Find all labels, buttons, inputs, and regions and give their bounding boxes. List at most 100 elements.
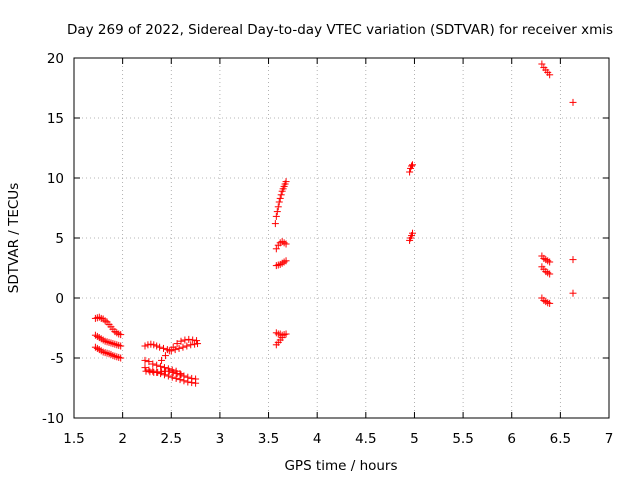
data-point [101,349,109,357]
data-point [111,340,119,348]
data-point [185,335,193,343]
data-point [194,340,202,348]
data-point [141,342,149,350]
data-point [282,240,290,248]
series-track-17 [538,252,554,266]
x-tick-label: 6 [507,431,516,447]
data-point [282,330,290,338]
x-tick-label: 5 [410,431,419,447]
data-point [172,374,180,382]
data-point [192,379,200,387]
data-point [117,342,125,350]
data-point [177,371,185,379]
y-tick-label: -5 [51,351,64,367]
data-point [546,270,554,278]
data-point [157,370,165,378]
x-tick-label: 3.5 [258,431,279,447]
data-point [191,340,199,348]
data-point [180,377,188,385]
data-point [408,162,416,170]
data-point [168,373,176,381]
data-point [406,168,414,176]
data-point [156,343,164,351]
data-point [183,342,191,350]
data-point [276,194,284,202]
data-point [141,356,149,364]
data-point [272,245,280,253]
y-axis-label: SDTVAR / TECUs [6,183,22,293]
data-point [177,337,185,345]
series-track-9 [271,178,290,228]
data-point [165,347,173,355]
data-point [150,341,158,349]
series-track-15 [406,229,417,244]
series-track-12 [272,329,290,339]
series-track-3 [91,343,125,362]
data-point [273,208,281,216]
x-tick-label: 2 [118,431,127,447]
data-point [103,338,111,346]
data-point [409,229,417,237]
x-tick-label: 2.5 [161,431,182,447]
data-point [113,329,121,337]
data-point [158,368,166,376]
y-tick-label: 0 [55,291,64,307]
chart-title: Day 269 of 2022, Sidereal Day-to-day VTE… [67,22,613,38]
data-point [271,220,279,228]
data-point [107,339,115,347]
data-point [278,334,286,342]
series-track-7 [141,364,200,387]
data-point [95,313,103,321]
data-point [546,258,554,266]
data-point [189,336,197,344]
data-point [280,331,288,339]
series-track-2 [91,331,125,350]
data-point [141,364,149,372]
data-point [145,358,153,366]
data-point [181,336,189,344]
axis-ticks [73,57,610,419]
data-point [282,178,290,186]
data-point [193,337,201,345]
data-point [544,269,552,277]
data-point [176,376,184,384]
series-isolated-points [569,98,577,297]
data-point [115,341,123,349]
data-point [184,378,192,386]
y-tick-label: 15 [47,111,64,127]
data-point [274,203,282,211]
x-tick-label: 6.5 [550,431,571,447]
series-track-19 [538,294,554,307]
x-tick-label: 4.5 [355,431,376,447]
data-point [179,343,187,351]
data-point [538,60,546,68]
data-point [144,341,152,349]
data-point [546,299,554,307]
data-point [161,352,169,360]
data-point [146,368,154,376]
y-tick-labels: -10 -5 0 5 10 15 20 [42,51,64,427]
data-point [173,370,181,378]
x-tick-label: 3 [216,431,225,447]
data-point [274,261,282,269]
data-point [115,353,123,361]
data-points [91,60,577,387]
x-tick-label: 5.5 [452,431,473,447]
x-tick-label: 4 [313,431,322,447]
data-point [158,356,166,364]
series-track-13 [272,334,286,349]
data-point [175,344,183,352]
series-track-14 [406,161,417,176]
x-tick-labels: 1.5 2 2.5 3 3.5 4 4.5 5 5.5 6 6.5 7 [63,431,613,447]
data-point [117,331,125,339]
data-point [117,354,125,362]
data-point [569,256,577,264]
series-track-18 [538,263,554,278]
y-tick-label: -10 [42,411,64,427]
x-tick-label: 1.5 [63,431,84,447]
series-track-10 [272,238,290,253]
data-point [153,342,161,350]
data-point [165,367,173,375]
data-point [542,298,550,306]
y-tick-label: 5 [55,231,64,247]
